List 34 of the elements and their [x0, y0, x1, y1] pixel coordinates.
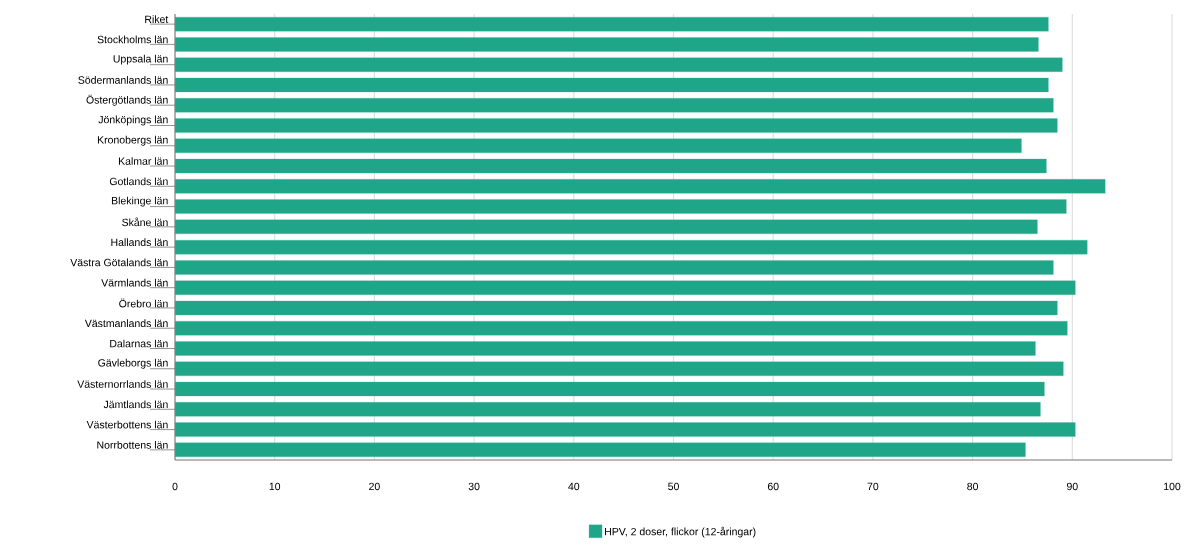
y-tick-label: Kalmar län — [118, 157, 168, 165]
y-tick-label: Västra Götalands län — [70, 258, 168, 267]
y-tick-label: Riket — [145, 15, 169, 23]
x-tick-label: 40 — [568, 482, 580, 491]
x-tick-label: 50 — [668, 482, 679, 491]
y-tick-label: Södermanlands län — [78, 76, 168, 84]
x-tick-label: 100 — [1164, 482, 1181, 491]
y-tick-label: Uppsala län — [113, 54, 168, 65]
y-tick-label: Blekinge län — [111, 196, 168, 207]
y-tick-label: Jämtlands län — [103, 400, 168, 409]
text: HPV, 2 doser, flickor (12-åringar) — [605, 526, 756, 538]
x-tick-label: 20 — [369, 482, 380, 491]
y-tick-label: Stockholms län — [97, 35, 168, 44]
y-tick-label: Västernorrlands län — [77, 380, 168, 388]
x-tick-label: 0 — [172, 482, 178, 491]
y-tick-label: Kronobergs län — [97, 135, 168, 146]
y-tick-label: Jönköpings län — [98, 115, 168, 126]
y-tick-label: Västmanlands län — [84, 319, 168, 328]
x-tick-label: 70 — [867, 482, 879, 491]
y-tick-label: Östergötlands län — [86, 94, 168, 106]
y-tick-label: Skåne län — [122, 217, 168, 227]
y-tick-label: Västerbottens län — [86, 420, 168, 429]
x-tick-label: 60 — [767, 482, 779, 491]
y-tick-label: Värmlands län — [101, 278, 168, 287]
y-tick-label: Gävleborgs län — [98, 358, 168, 369]
x-tick-label: 80 — [967, 482, 979, 491]
y-tick-label: Gotlands län — [109, 177, 168, 186]
y-tick-label: Dalarnas län — [110, 339, 168, 348]
y-tick-label: Hallands län — [111, 238, 168, 246]
x-tick-label: 90 — [1066, 482, 1078, 491]
y-tick-label: Norrbottens län — [97, 441, 168, 449]
y-tick-label: Örebro län — [119, 298, 168, 308]
x-tick-label: 10 — [269, 482, 281, 491]
x-tick-label: 30 — [468, 482, 480, 491]
